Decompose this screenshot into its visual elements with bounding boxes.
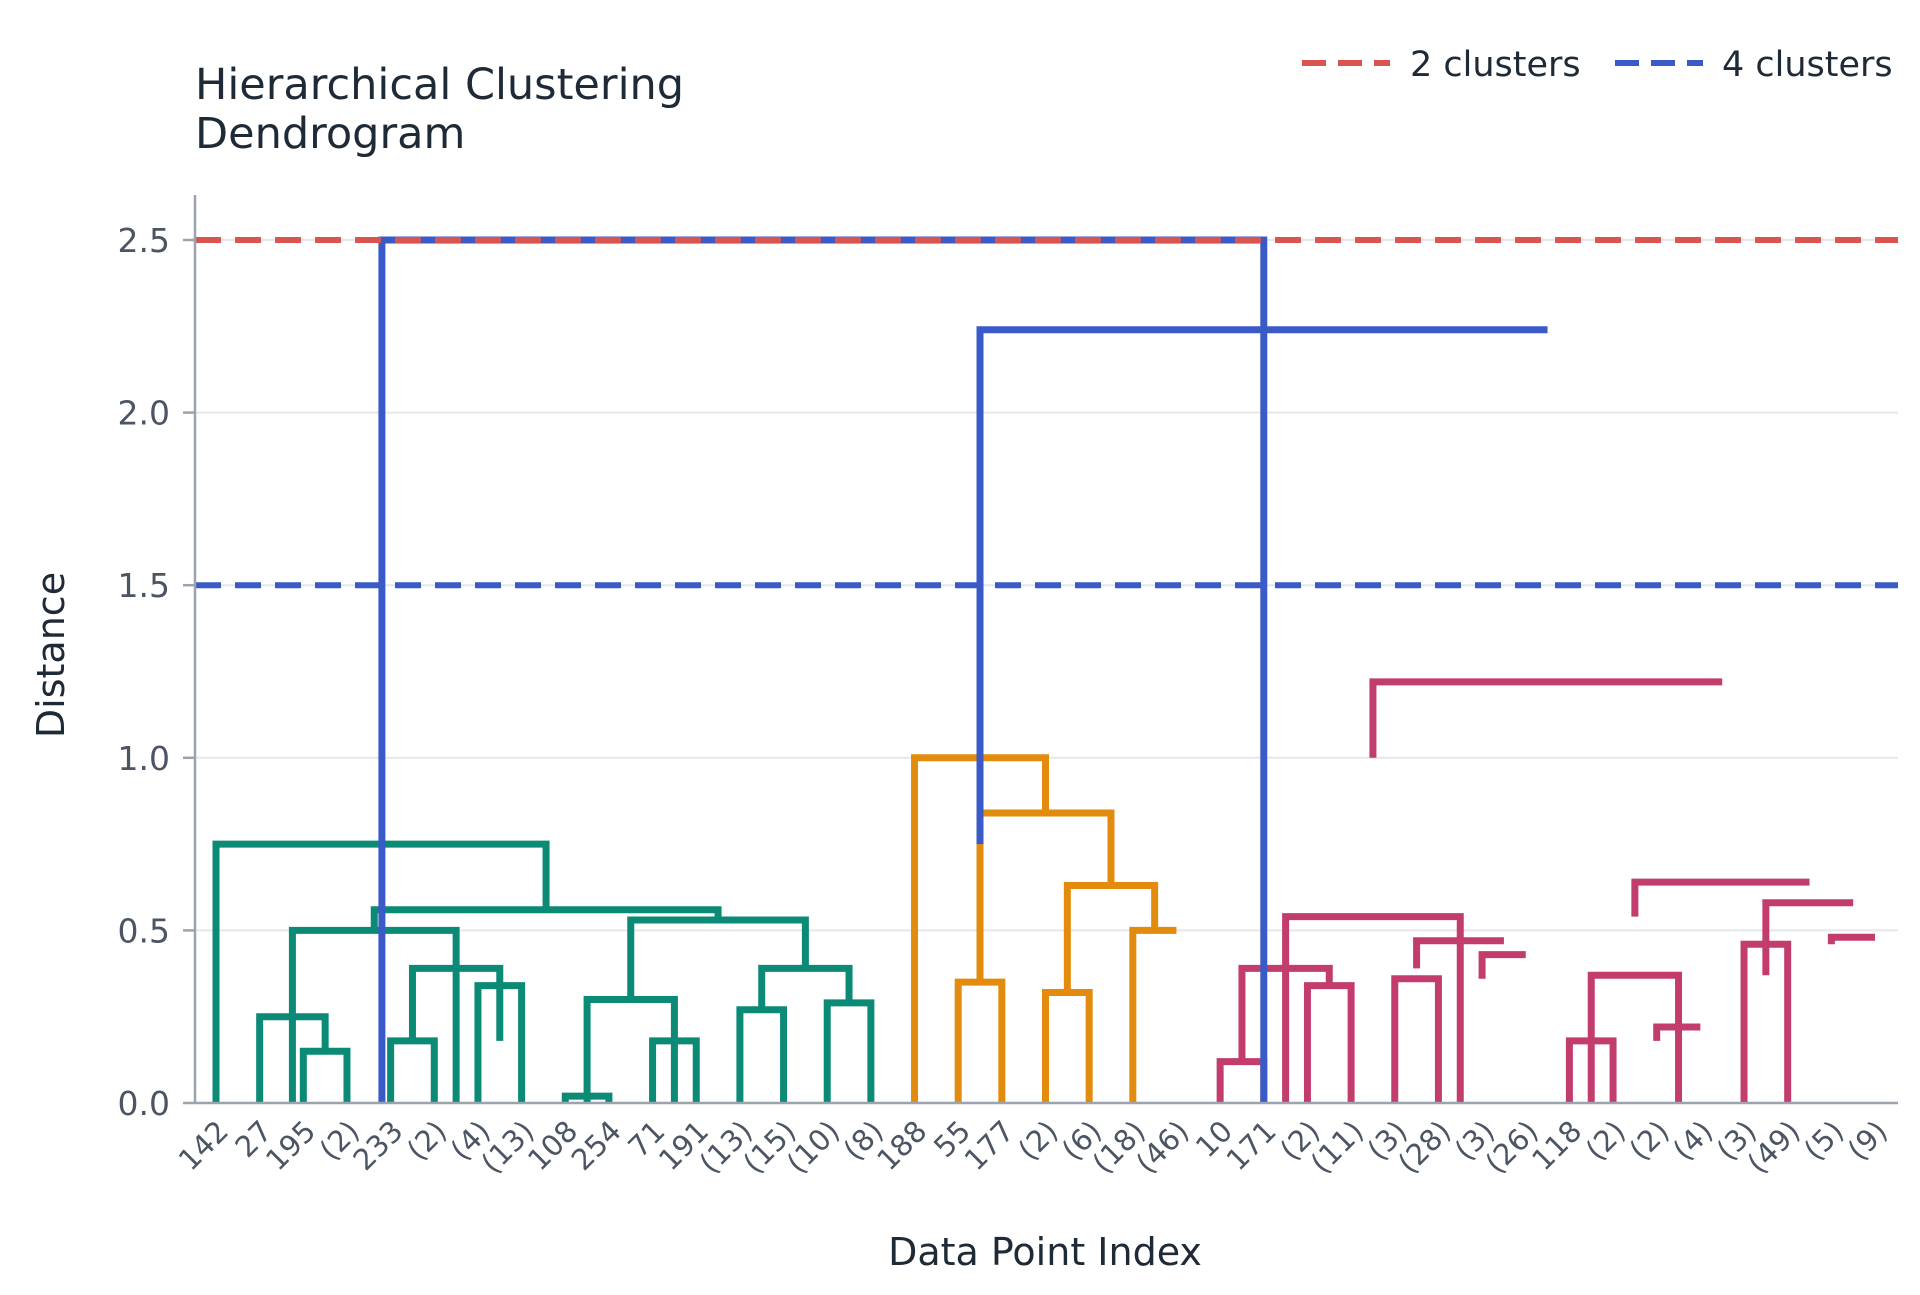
- x-tick-label: 195: [259, 1114, 322, 1177]
- x-axis-label: Data Point Index: [888, 1230, 1202, 1274]
- dendrogram-links: [212, 236, 1875, 1103]
- dendrogram-link: [1631, 878, 1810, 917]
- dendrogram-link: [1478, 951, 1526, 979]
- y-tick-label: 2.5: [118, 221, 170, 260]
- x-tick-label: (46): [1129, 1114, 1195, 1180]
- dendrogram-link: [627, 916, 809, 1000]
- chart-title-line-1: Hierarchical Clustering: [195, 60, 684, 110]
- legend-label: 2 clusters: [1410, 45, 1581, 85]
- x-axis-ticks: 14227195(2)233(2)(4)(13)10825471191(13)(…: [172, 1114, 1894, 1180]
- y-axis-ticks: 0.0 0.5 1.0 1.5 2.0 2.5: [118, 221, 195, 1123]
- dendrogram-link: [1587, 971, 1683, 1103]
- chart-title-line-2: Dendrogram: [195, 109, 465, 159]
- dendrogram-link: [1129, 926, 1177, 1103]
- x-tick-label: 118: [1525, 1114, 1588, 1177]
- dendrogram-link: [1413, 937, 1504, 969]
- x-tick-label: 171: [1220, 1114, 1283, 1177]
- dendrogram-link: [1762, 899, 1854, 976]
- x-tick-label: (9): [1841, 1114, 1894, 1167]
- legend: 2 clusters 4 clusters: [1302, 45, 1893, 85]
- dendrogram-link: [1391, 975, 1442, 1103]
- y-tick-label: 2.0: [118, 394, 170, 433]
- x-tick-label: 142: [172, 1114, 235, 1177]
- x-tick-label: 254: [565, 1114, 628, 1177]
- dendrogram-link: [1042, 989, 1093, 1103]
- dendrogram-link: [1216, 1058, 1268, 1103]
- dendrogram-link: [976, 809, 1115, 983]
- dendrogram-link: [378, 236, 1268, 1103]
- dendrogram-link: [1827, 933, 1875, 945]
- dendrogram-link: [976, 326, 1548, 845]
- dendrogram-link: [1653, 1023, 1701, 1041]
- dendrogram-link: [299, 1047, 351, 1103]
- chart-title: Hierarchical Clustering Dendrogram: [195, 60, 698, 159]
- dendrogram-link: [1303, 982, 1355, 1103]
- dendrogram-link: [1282, 913, 1464, 1103]
- dendrogram-link: [954, 978, 1006, 1103]
- y-tick-label: 0.0: [118, 1084, 170, 1123]
- x-tick-label: (49): [1740, 1114, 1806, 1180]
- x-tick-label: 233: [346, 1114, 409, 1177]
- dendrogram-link: [823, 999, 875, 1103]
- y-tick-label: 1.5: [118, 566, 170, 605]
- x-tick-label: 177: [958, 1114, 1021, 1177]
- dendrogram-link: [1369, 678, 1723, 758]
- dendrogram-link: [736, 1006, 788, 1103]
- legend-label: 4 clusters: [1722, 45, 1893, 85]
- dendrogram-link: [1063, 882, 1159, 993]
- x-tick-label: 188: [870, 1114, 933, 1177]
- x-tick-label: (10): [780, 1114, 846, 1180]
- x-tick-label: (11): [1304, 1114, 1370, 1180]
- dendrogram-link: [387, 1037, 438, 1103]
- axes: [193, 195, 1898, 1105]
- x-tick-label: (28): [1391, 1114, 1457, 1180]
- y-tick-label: 0.5: [118, 911, 170, 950]
- threshold-lines: [195, 237, 1898, 589]
- y-axis-label: Distance: [29, 572, 73, 738]
- dendrogram-link: [583, 995, 678, 1103]
- y-tick-label: 1.0: [118, 739, 170, 778]
